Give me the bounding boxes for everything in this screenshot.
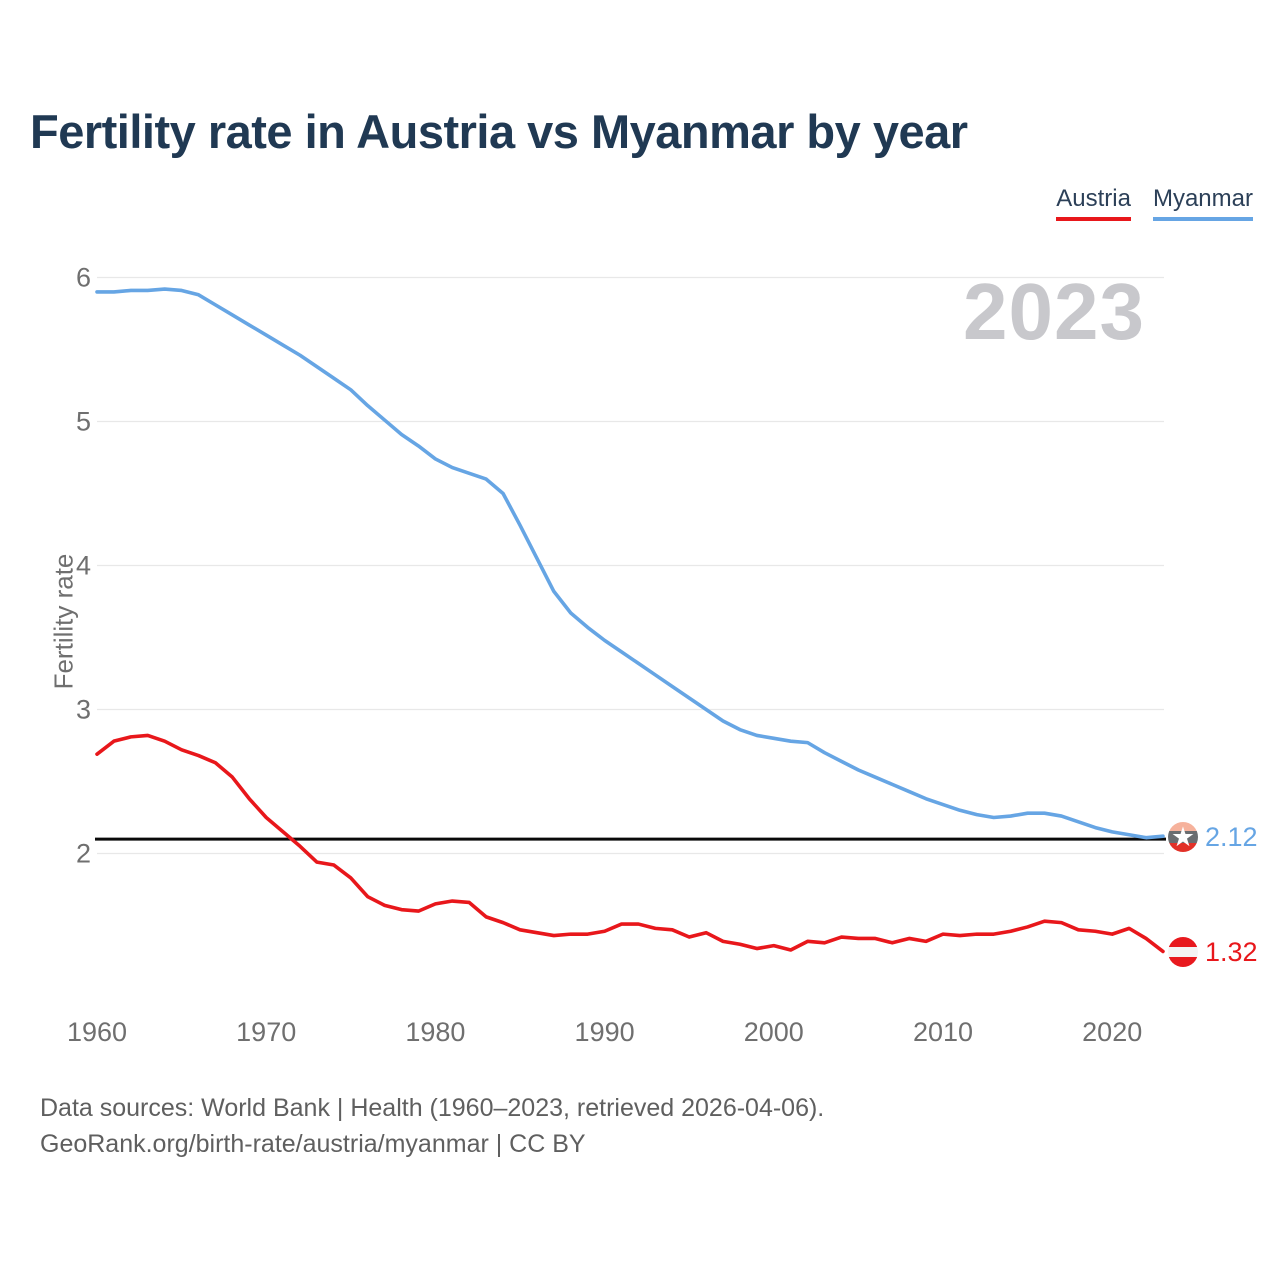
y-tick-label: 3 <box>76 695 91 725</box>
y-tick-label: 5 <box>76 407 91 437</box>
y-tick-label: 6 <box>76 263 91 293</box>
y-tick-label: 2 <box>76 839 91 869</box>
attribution-line: GeoRank.org/birth-rate/austria/myanmar |… <box>40 1130 586 1158</box>
series-line-myanmar[interactable] <box>95 287 1165 840</box>
legend-item-myanmar[interactable]: Myanmar <box>1152 185 1253 222</box>
x-tick-label: 2020 <box>1082 1017 1142 1047</box>
x-tick-label: 1960 <box>67 1017 127 1047</box>
myanmar-flag-icon: ★ <box>1168 822 1198 852</box>
series-line-austria[interactable] <box>95 733 1165 954</box>
austria-flag-icon <box>1168 937 1198 967</box>
page-title: Fertility rate in Austria vs Myanmar by … <box>30 105 968 158</box>
austria-end-value: 1.32 <box>1205 937 1258 967</box>
data-sources-line: Data sources: World Bank | Health (1960–… <box>40 1094 825 1122</box>
legend: Austria Myanmar <box>1056 185 1253 222</box>
footer: Data sources: World Bank | Health (1960–… <box>40 1090 824 1162</box>
star-icon: ★ <box>1170 822 1196 852</box>
year-watermark: 2023 <box>963 267 1145 356</box>
legend-item-austria[interactable]: Austria <box>1056 185 1131 222</box>
x-tick-label: 1970 <box>236 1017 296 1047</box>
x-tick-label: 2010 <box>913 1017 973 1047</box>
x-tick-label: 2000 <box>744 1017 804 1047</box>
x-tick-label: 1980 <box>405 1017 465 1047</box>
y-tick-label: 4 <box>76 551 91 581</box>
x-tick-label: 1990 <box>575 1017 635 1047</box>
myanmar-end-value: 2.12 <box>1205 822 1258 852</box>
